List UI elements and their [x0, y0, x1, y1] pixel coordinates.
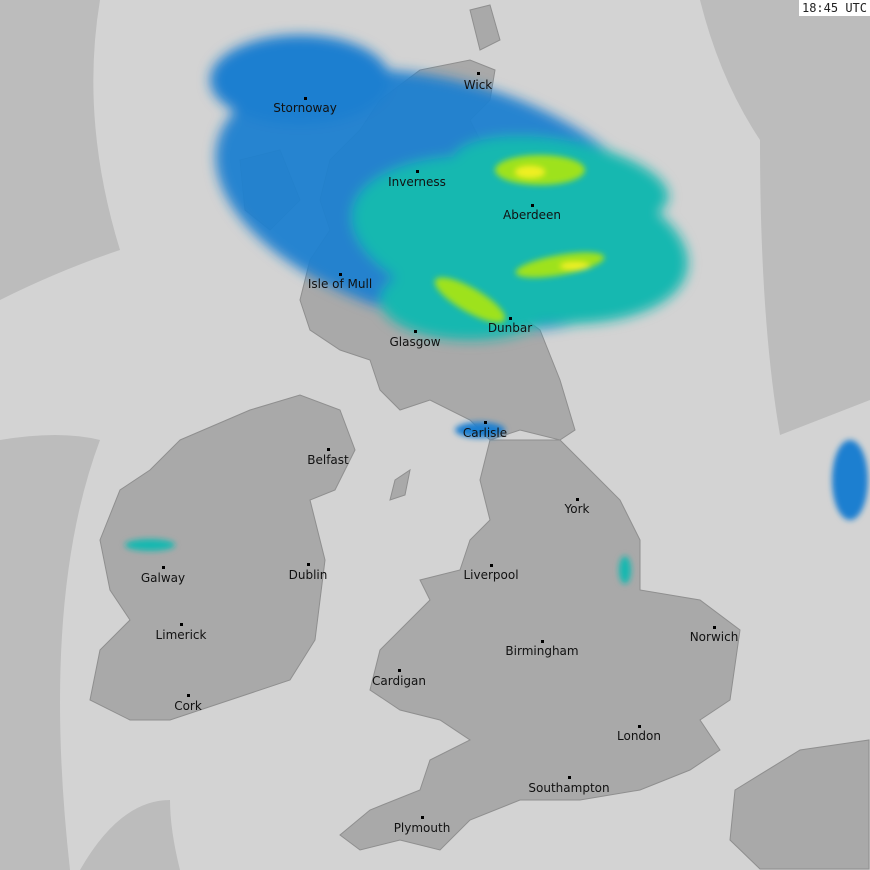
city-marker: [327, 448, 330, 451]
city-label: Liverpool: [463, 568, 519, 582]
city-label: Cardigan: [372, 674, 426, 688]
city-marker: [187, 694, 190, 697]
city-marker: [638, 725, 641, 728]
england-wales: [339, 439, 741, 851]
city-label: London: [617, 729, 661, 743]
city-label: Dunbar: [487, 321, 533, 335]
city-marker: [421, 816, 424, 819]
continent: [729, 739, 870, 870]
city-label: Southampton: [528, 781, 610, 795]
city-marker: [541, 640, 544, 643]
city-label: Birmingham: [505, 644, 579, 658]
city-marker: [713, 626, 716, 629]
city-marker: [568, 776, 571, 779]
city-marker: [398, 669, 401, 672]
city-marker: [531, 204, 534, 207]
city-label: Cork: [174, 699, 202, 713]
precipitation: [125, 35, 868, 584]
city-label: Inverness: [388, 175, 446, 189]
city-label: York: [564, 502, 590, 516]
city-marker: [307, 563, 310, 566]
city-marker: [490, 564, 493, 567]
city-label: Dublin: [288, 568, 328, 582]
city-label: Aberdeen: [503, 208, 561, 222]
city-label: Stornoway: [273, 101, 337, 115]
city-label: Isle of Mull: [307, 277, 373, 291]
city-marker: [576, 498, 579, 501]
city-label: Galway: [140, 571, 186, 585]
city-label: Glasgow: [389, 335, 441, 349]
timestamp: 18:45 UTC: [798, 0, 870, 16]
city-marker: [162, 566, 165, 569]
city-marker: [509, 317, 512, 320]
city-marker: [484, 421, 487, 424]
city-label: Carlisle: [462, 426, 508, 440]
city-marker: [339, 273, 342, 276]
city-label: Limerick: [155, 628, 207, 642]
city-marker: [180, 623, 183, 626]
city-label: Wick: [463, 78, 493, 92]
city-label: Belfast: [307, 453, 349, 467]
city-label: Plymouth: [393, 821, 451, 835]
ireland: [89, 394, 356, 721]
city-label: Norwich: [689, 630, 739, 644]
city-marker: [414, 330, 417, 333]
city-marker: [477, 72, 480, 75]
city-marker: [304, 97, 307, 100]
city-marker: [416, 170, 419, 173]
